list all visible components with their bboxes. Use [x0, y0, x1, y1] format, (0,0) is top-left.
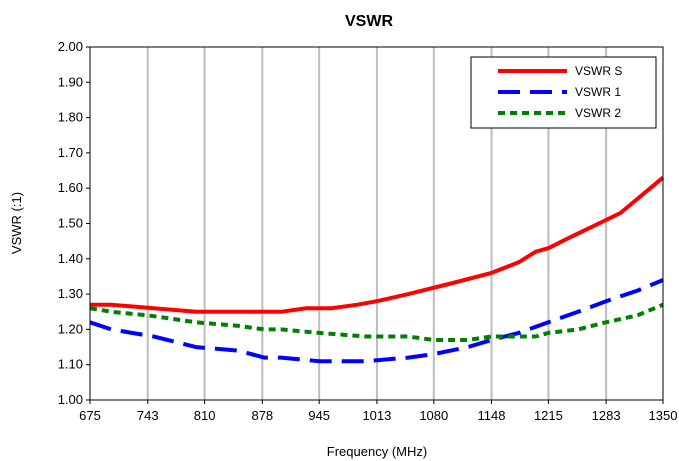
- x-tick-label: 743: [137, 408, 159, 423]
- y-tick-label: 1.30: [58, 286, 83, 301]
- y-tick-label: 1.50: [58, 216, 83, 231]
- y-tick-label: 1.40: [58, 251, 83, 266]
- x-tick-label: 1013: [362, 408, 391, 423]
- x-tick-label: 1350: [649, 408, 678, 423]
- x-tick-label: 1080: [419, 408, 448, 423]
- legend-label: VSWR 1: [575, 85, 621, 99]
- y-tick-label: 2.00: [58, 39, 83, 54]
- x-tick-label: 810: [194, 408, 216, 423]
- y-tick-label: 1.00: [58, 392, 83, 407]
- y-tick-label: 1.20: [58, 321, 83, 336]
- y-axis-ticks: 1.00 1.10 1.20 1.30 1.40 1.50 1.60 1.70 1.80 1.90…: [58, 39, 90, 407]
- legend: VSWR S VSWR 1 VSWR 2: [470, 56, 657, 129]
- legend-label: VSWR S: [575, 64, 622, 78]
- y-axis-label: VSWR (:1): [9, 192, 24, 254]
- x-tick-label: 878: [251, 408, 273, 423]
- x-tick-label: 1215: [534, 408, 563, 423]
- y-tick-label: 1.90: [58, 74, 83, 89]
- x-axis-label: Frequency (MHz): [327, 444, 427, 459]
- series-lines: [89, 176, 665, 364]
- chart-title: VSWR: [345, 13, 393, 30]
- y-tick-label: 1.10: [58, 357, 83, 372]
- legend-label: VSWR 2: [575, 106, 621, 120]
- series-line: [90, 176, 665, 314]
- series-line: [89, 278, 664, 364]
- y-tick-label: 1.80: [58, 110, 83, 125]
- x-tick-label: 945: [308, 408, 330, 423]
- x-axis-ticks: 675 743 810 878 945 1013 1080 1148 1215 1283 1350: [79, 400, 677, 423]
- x-tick-label: 675: [79, 408, 101, 423]
- y-tick-label: 1.70: [58, 145, 83, 160]
- y-tick-label: 1.60: [58, 180, 83, 195]
- x-tick-label: 1148: [478, 408, 506, 423]
- x-tick-label: 1283: [592, 408, 621, 423]
